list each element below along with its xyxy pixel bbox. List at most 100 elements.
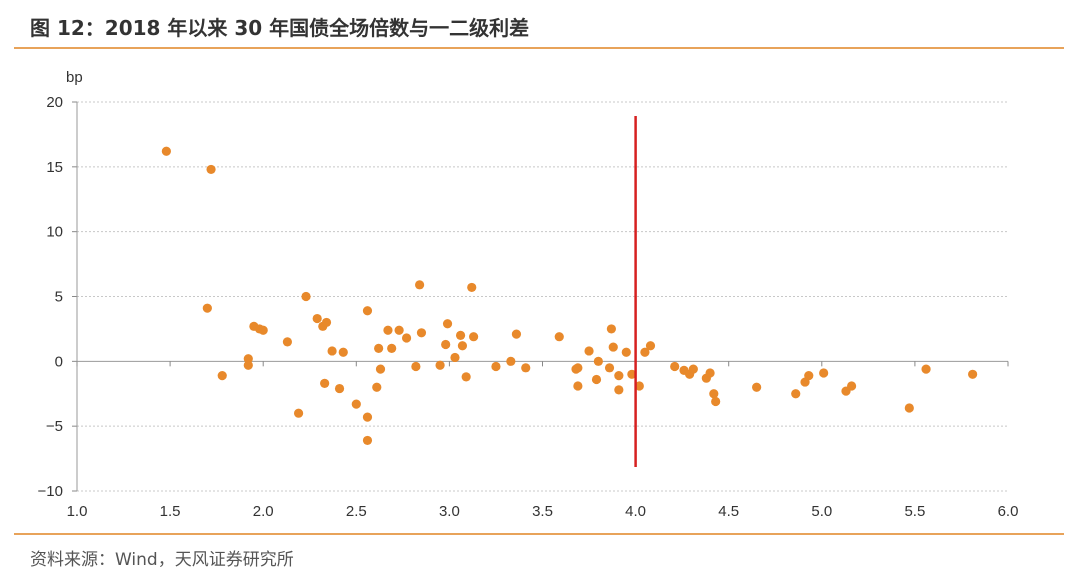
data-point — [334, 383, 345, 394]
data-point — [372, 382, 382, 392]
footer-rule — [14, 533, 1064, 535]
data-point — [387, 343, 397, 353]
data-point — [416, 328, 427, 338]
data-point — [584, 346, 594, 356]
data-point — [401, 333, 412, 343]
data-point — [415, 280, 425, 290]
chart-title: 图 12：2018 年以来 30 年国债全场倍数与一二级利差 — [30, 16, 530, 40]
data-point — [846, 381, 857, 391]
source-note: 资料来源：Wind，天风证券研究所 — [30, 550, 294, 570]
data-point — [491, 361, 501, 372]
x-tick-label: 1.5 — [160, 503, 181, 520]
data-point — [688, 364, 698, 374]
data-point — [645, 341, 656, 351]
tick-labels: 20 15 10 5 0 −5 −101.0 1.5 2.0 2.5 3.0 3.5 4.0 4.5 5.0… — [38, 94, 1019, 520]
data-point — [243, 354, 253, 364]
y-tick-label: 5 — [55, 289, 63, 306]
y-tick-label: 0 — [55, 353, 63, 370]
data-point — [621, 347, 631, 357]
data-points — [161, 146, 978, 446]
data-point — [327, 346, 337, 356]
data-point — [604, 363, 615, 373]
data-point — [705, 368, 715, 378]
data-point — [374, 343, 384, 353]
data-point — [614, 385, 624, 395]
data-point — [921, 364, 931, 374]
data-point — [904, 403, 914, 413]
x-tick-label: 3.5 — [532, 503, 553, 520]
data-point — [243, 360, 253, 370]
data-point — [351, 399, 361, 409]
y-tick-label: 10 — [46, 224, 63, 241]
data-point — [394, 325, 404, 335]
data-point — [450, 352, 460, 363]
data-point — [312, 313, 322, 324]
x-tick-label: 2.5 — [346, 503, 367, 520]
data-point — [711, 396, 721, 407]
data-point — [573, 363, 583, 373]
data-point — [457, 341, 468, 351]
data-point — [467, 282, 477, 293]
y-tick-label: 15 — [46, 159, 63, 176]
data-point — [573, 381, 583, 391]
x-tick-label: 2.0 — [253, 503, 274, 520]
data-point — [461, 372, 471, 382]
data-point — [375, 364, 386, 374]
data-point — [506, 356, 516, 366]
x-tick-label: 5.0 — [811, 503, 832, 520]
data-point — [608, 342, 618, 352]
data-point — [338, 347, 348, 357]
data-point — [521, 363, 531, 373]
data-point — [202, 303, 212, 313]
header-rule — [14, 47, 1064, 49]
data-point — [282, 337, 293, 347]
data-point — [320, 378, 330, 388]
data-point — [455, 330, 466, 340]
scatter-chart: 20 15 10 5 0 −5 −101.0 1.5 2.0 2.5 3.0 3.5 4.0 4.5 5.0… — [38, 69, 1019, 520]
y-tick-label: 20 — [46, 94, 63, 111]
data-point — [362, 412, 373, 422]
data-point — [435, 360, 445, 370]
data-point — [593, 356, 603, 366]
data-point — [441, 339, 451, 350]
data-point — [709, 389, 719, 399]
data-point — [206, 164, 216, 175]
data-point — [321, 317, 332, 328]
data-point — [591, 374, 602, 385]
data-point — [362, 306, 373, 316]
x-tick-label: 5.5 — [904, 503, 925, 520]
data-point — [469, 332, 479, 342]
data-point — [670, 361, 680, 372]
data-point — [301, 291, 311, 302]
data-point — [640, 347, 650, 357]
data-point — [554, 332, 564, 342]
data-point — [614, 370, 624, 381]
data-point — [606, 324, 616, 334]
data-point — [362, 435, 373, 446]
y-axis-unit-label: bp — [66, 69, 83, 86]
x-tick-label: 3.0 — [439, 503, 460, 520]
data-point — [752, 382, 762, 392]
data-point — [627, 369, 637, 379]
data-point — [411, 361, 421, 372]
data-point — [804, 370, 814, 381]
data-point — [511, 329, 522, 339]
y-tick-label: −10 — [38, 483, 63, 500]
data-point — [634, 381, 644, 391]
data-point — [161, 146, 171, 156]
data-point — [383, 325, 393, 335]
data-point — [791, 389, 801, 399]
x-tick-label: 6.0 — [998, 503, 1019, 520]
data-point — [258, 325, 268, 335]
data-point — [968, 369, 978, 379]
y-tick-label: −5 — [46, 418, 63, 435]
axes — [72, 101, 1009, 492]
grid-lines — [77, 101, 1008, 492]
x-tick-label: 4.5 — [718, 503, 739, 520]
data-point — [217, 370, 227, 381]
data-point — [819, 368, 829, 378]
x-tick-label: 1.0 — [67, 503, 88, 520]
x-tick-label: 4.0 — [625, 503, 646, 520]
data-point — [442, 319, 453, 329]
data-point — [293, 408, 304, 418]
